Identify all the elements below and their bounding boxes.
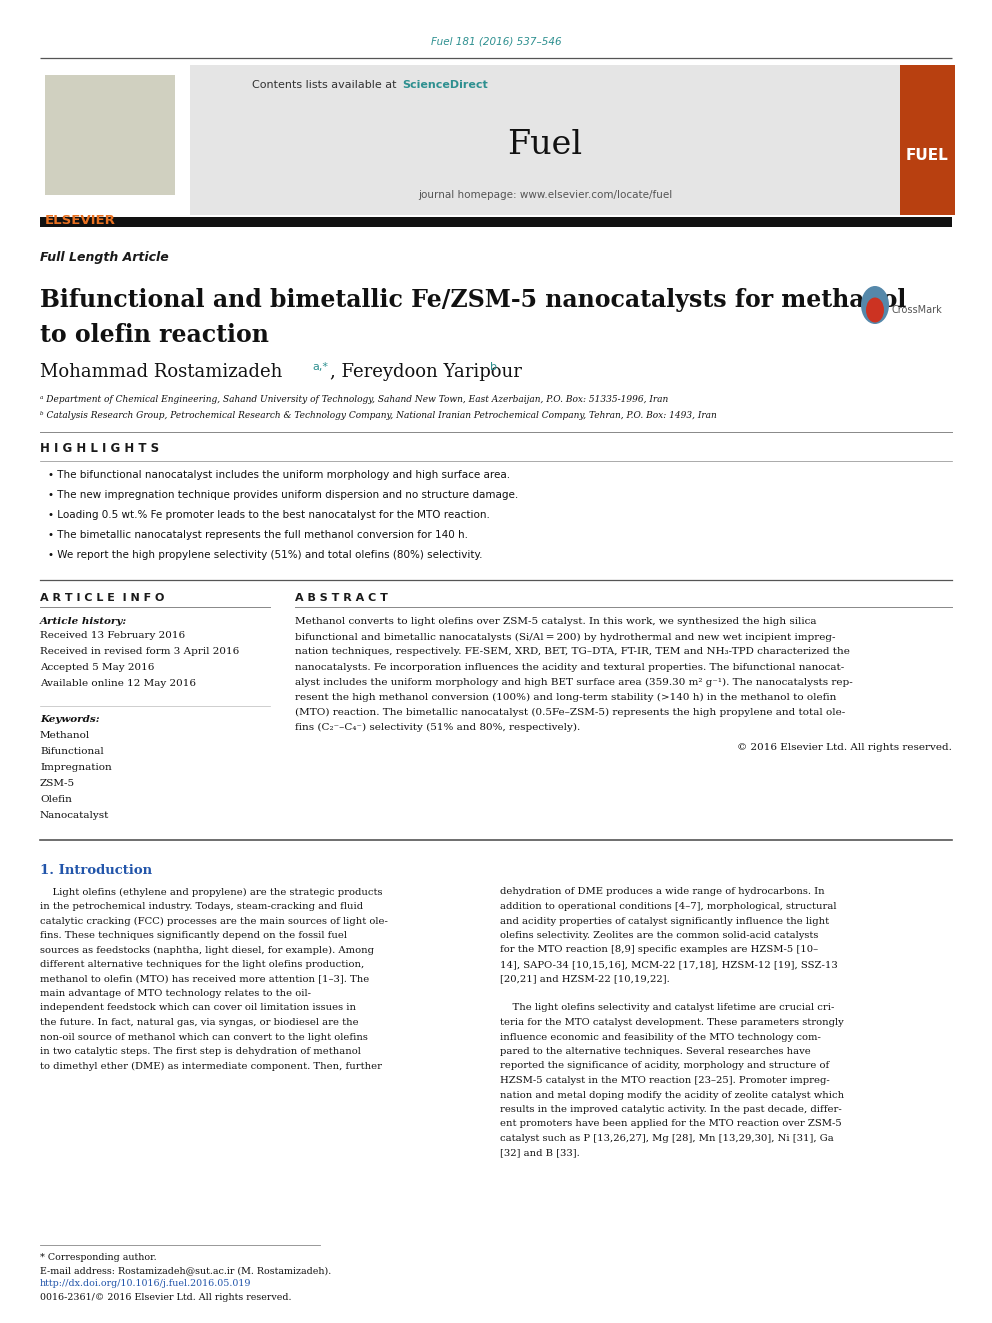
Text: Fuel 181 (2016) 537–546: Fuel 181 (2016) 537–546 bbox=[431, 37, 561, 48]
Text: Article history:: Article history: bbox=[40, 618, 127, 627]
Text: Keywords:: Keywords: bbox=[40, 716, 99, 725]
Bar bbox=[190, 65, 900, 216]
Text: 1. Introduction: 1. Introduction bbox=[40, 864, 152, 877]
Text: E-mail address: Rostamizadeh@sut.ac.ir (M. Rostamizadeh).: E-mail address: Rostamizadeh@sut.ac.ir (… bbox=[40, 1266, 331, 1275]
Ellipse shape bbox=[866, 298, 884, 323]
Text: H I G H L I G H T S: H I G H L I G H T S bbox=[40, 442, 159, 455]
Text: pared to the alternative techniques. Several researches have: pared to the alternative techniques. Sev… bbox=[500, 1046, 810, 1056]
Text: influence economic and feasibility of the MTO technology com-: influence economic and feasibility of th… bbox=[500, 1032, 820, 1041]
Text: • The new impregnation technique provides uniform dispersion and no structure da: • The new impregnation technique provide… bbox=[48, 490, 518, 500]
Text: independent feedstock which can cover oil limitation issues in: independent feedstock which can cover oi… bbox=[40, 1004, 356, 1012]
Text: Mohammad Rostamizadeh: Mohammad Rostamizadeh bbox=[40, 363, 283, 381]
Text: alyst includes the uniform morphology and high BET surface area (359.30 m² g⁻¹).: alyst includes the uniform morphology an… bbox=[295, 677, 853, 687]
Text: the future. In fact, natural gas, via syngas, or biodiesel are the: the future. In fact, natural gas, via sy… bbox=[40, 1017, 359, 1027]
Text: and acidity properties of catalyst significantly influence the light: and acidity properties of catalyst signi… bbox=[500, 917, 829, 926]
Text: methanol to olefin (MTO) has received more attention [1–3]. The: methanol to olefin (MTO) has received mo… bbox=[40, 975, 369, 983]
Text: different alternative techniques for the light olefins production,: different alternative techniques for the… bbox=[40, 960, 364, 968]
Text: b: b bbox=[490, 363, 497, 372]
Text: to olefin reaction: to olefin reaction bbox=[40, 323, 269, 347]
Text: nation and metal doping modify the acidity of zeolite catalyst which: nation and metal doping modify the acidi… bbox=[500, 1090, 844, 1099]
Bar bbox=[900, 65, 955, 216]
Text: © 2016 Elsevier Ltd. All rights reserved.: © 2016 Elsevier Ltd. All rights reserved… bbox=[737, 744, 952, 753]
Text: HZSM-5 catalyst in the MTO reaction [23–25]. Promoter impreg-: HZSM-5 catalyst in the MTO reaction [23–… bbox=[500, 1076, 829, 1085]
Bar bbox=[45, 75, 175, 194]
Text: A R T I C L E  I N F O: A R T I C L E I N F O bbox=[40, 593, 165, 603]
Text: Methanol: Methanol bbox=[40, 730, 90, 740]
Text: • The bifunctional nanocatalyst includes the uniform morphology and high surface: • The bifunctional nanocatalyst includes… bbox=[48, 470, 510, 480]
Text: ent promoters have been applied for the MTO reaction over ZSM-5: ent promoters have been applied for the … bbox=[500, 1119, 842, 1129]
Text: catalyst such as P [13,26,27], Mg [28], Mn [13,29,30], Ni [31], Ga: catalyst such as P [13,26,27], Mg [28], … bbox=[500, 1134, 833, 1143]
Text: ᵇ Catalysis Research Group, Petrochemical Research & Technology Company, Nationa: ᵇ Catalysis Research Group, Petrochemica… bbox=[40, 410, 717, 419]
Text: Contents lists available at: Contents lists available at bbox=[252, 79, 400, 90]
Text: in the petrochemical industry. Todays, steam-cracking and fluid: in the petrochemical industry. Todays, s… bbox=[40, 902, 363, 912]
Text: ELSEVIER: ELSEVIER bbox=[45, 213, 116, 226]
Text: Nanocatalyst: Nanocatalyst bbox=[40, 811, 109, 819]
Text: Methanol converts to light olefins over ZSM-5 catalyst. In this work, we synthes: Methanol converts to light olefins over … bbox=[295, 618, 816, 627]
Text: for the MTO reaction [8,9] specific examples are HZSM-5 [10–: for the MTO reaction [8,9] specific exam… bbox=[500, 946, 818, 954]
Text: to dimethyl ether (DME) as intermediate component. Then, further: to dimethyl ether (DME) as intermediate … bbox=[40, 1061, 382, 1070]
Text: Light olefins (ethylene and propylene) are the strategic products: Light olefins (ethylene and propylene) a… bbox=[40, 888, 383, 897]
Text: main advantage of MTO technology relates to the oil-: main advantage of MTO technology relates… bbox=[40, 990, 311, 998]
Text: addition to operational conditions [4–7], morphological, structural: addition to operational conditions [4–7]… bbox=[500, 902, 836, 912]
Text: Accepted 5 May 2016: Accepted 5 May 2016 bbox=[40, 664, 155, 672]
Text: * Corresponding author.: * Corresponding author. bbox=[40, 1253, 157, 1262]
Text: Fuel: Fuel bbox=[508, 130, 582, 161]
Bar bbox=[40, 217, 952, 228]
Text: ScienceDirect: ScienceDirect bbox=[402, 79, 488, 90]
Text: olefins selectivity. Zeolites are the common solid-acid catalysts: olefins selectivity. Zeolites are the co… bbox=[500, 931, 818, 941]
Text: Available online 12 May 2016: Available online 12 May 2016 bbox=[40, 680, 196, 688]
Text: CrossMark: CrossMark bbox=[892, 306, 942, 315]
Text: catalytic cracking (FCC) processes are the main sources of light ole-: catalytic cracking (FCC) processes are t… bbox=[40, 917, 388, 926]
Text: , Fereydoon Yaripour: , Fereydoon Yaripour bbox=[330, 363, 522, 381]
Text: in two catalytic steps. The first step is dehydration of methanol: in two catalytic steps. The first step i… bbox=[40, 1046, 361, 1056]
Text: • Loading 0.5 wt.% Fe promoter leads to the best nanocatalyst for the MTO reacti: • Loading 0.5 wt.% Fe promoter leads to … bbox=[48, 509, 490, 520]
Text: Impregnation: Impregnation bbox=[40, 762, 112, 771]
Text: ᵃ Department of Chemical Engineering, Sahand University of Technology, Sahand Ne: ᵃ Department of Chemical Engineering, Sa… bbox=[40, 396, 669, 405]
Text: non-oil source of methanol which can convert to the light olefins: non-oil source of methanol which can con… bbox=[40, 1032, 368, 1041]
Text: resent the high methanol conversion (100%) and long-term stability (>140 h) in t: resent the high methanol conversion (100… bbox=[295, 692, 836, 701]
Text: journal homepage: www.elsevier.com/locate/fuel: journal homepage: www.elsevier.com/locat… bbox=[418, 191, 673, 200]
Text: The light olefins selectivity and catalyst lifetime are crucial cri-: The light olefins selectivity and cataly… bbox=[500, 1004, 834, 1012]
Text: teria for the MTO catalyst development. These parameters strongly: teria for the MTO catalyst development. … bbox=[500, 1017, 844, 1027]
Text: FUEL: FUEL bbox=[906, 147, 948, 163]
Text: • The bimetallic nanocatalyst represents the full methanol conversion for 140 h.: • The bimetallic nanocatalyst represents… bbox=[48, 531, 468, 540]
Text: [20,21] and HZSM-22 [10,19,22].: [20,21] and HZSM-22 [10,19,22]. bbox=[500, 975, 670, 983]
Text: 14], SAPO-34 [10,15,16], MCM-22 [17,18], HZSM-12 [19], SSZ-13: 14], SAPO-34 [10,15,16], MCM-22 [17,18],… bbox=[500, 960, 838, 968]
Text: Full Length Article: Full Length Article bbox=[40, 251, 169, 265]
Text: 0016-2361/© 2016 Elsevier Ltd. All rights reserved.: 0016-2361/© 2016 Elsevier Ltd. All right… bbox=[40, 1293, 292, 1302]
Text: Received 13 February 2016: Received 13 February 2016 bbox=[40, 631, 186, 640]
Text: Olefin: Olefin bbox=[40, 795, 71, 803]
Ellipse shape bbox=[861, 286, 889, 324]
Text: fins. These techniques significantly depend on the fossil fuel: fins. These techniques significantly dep… bbox=[40, 931, 347, 941]
Text: reported the significance of acidity, morphology and structure of: reported the significance of acidity, mo… bbox=[500, 1061, 829, 1070]
Text: a,*: a,* bbox=[312, 363, 328, 372]
Text: (MTO) reaction. The bimetallic nanocatalyst (0.5Fe–ZSM-5) represents the high pr: (MTO) reaction. The bimetallic nanocatal… bbox=[295, 708, 845, 717]
Text: [32] and B [33].: [32] and B [33]. bbox=[500, 1148, 579, 1158]
Text: Received in revised form 3 April 2016: Received in revised form 3 April 2016 bbox=[40, 647, 239, 656]
Text: nation techniques, respectively. FE-SEM, XRD, BET, TG–DTA, FT-IR, TEM and NH₃-TP: nation techniques, respectively. FE-SEM,… bbox=[295, 647, 850, 656]
Text: bifunctional and bimetallic nanocatalysts (Si/Al = 200) by hydrothermal and new : bifunctional and bimetallic nanocatalyst… bbox=[295, 632, 835, 642]
Text: nanocatalysts. Fe incorporation influences the acidity and textural properties. : nanocatalysts. Fe incorporation influenc… bbox=[295, 663, 844, 672]
Text: http://dx.doi.org/10.1016/j.fuel.2016.05.019: http://dx.doi.org/10.1016/j.fuel.2016.05… bbox=[40, 1279, 252, 1289]
Bar bbox=[40, 65, 188, 216]
Text: results in the improved catalytic activity. In the past decade, differ-: results in the improved catalytic activi… bbox=[500, 1105, 842, 1114]
Text: dehydration of DME produces a wide range of hydrocarbons. In: dehydration of DME produces a wide range… bbox=[500, 888, 824, 897]
Text: Bifunctional: Bifunctional bbox=[40, 746, 104, 755]
Text: A B S T R A C T: A B S T R A C T bbox=[295, 593, 388, 603]
Text: fins (C₂⁻–C₄⁻) selectivity (51% and 80%, respectively).: fins (C₂⁻–C₄⁻) selectivity (51% and 80%,… bbox=[295, 722, 580, 732]
Text: • We report the high propylene selectivity (51%) and total olefins (80%) selecti: • We report the high propylene selectivi… bbox=[48, 550, 482, 560]
Text: sources as feedstocks (naphtha, light diesel, for example). Among: sources as feedstocks (naphtha, light di… bbox=[40, 946, 374, 955]
Text: Bifunctional and bimetallic Fe/ZSM-5 nanocatalysts for methanol: Bifunctional and bimetallic Fe/ZSM-5 nan… bbox=[40, 288, 907, 312]
Text: ZSM-5: ZSM-5 bbox=[40, 778, 75, 787]
